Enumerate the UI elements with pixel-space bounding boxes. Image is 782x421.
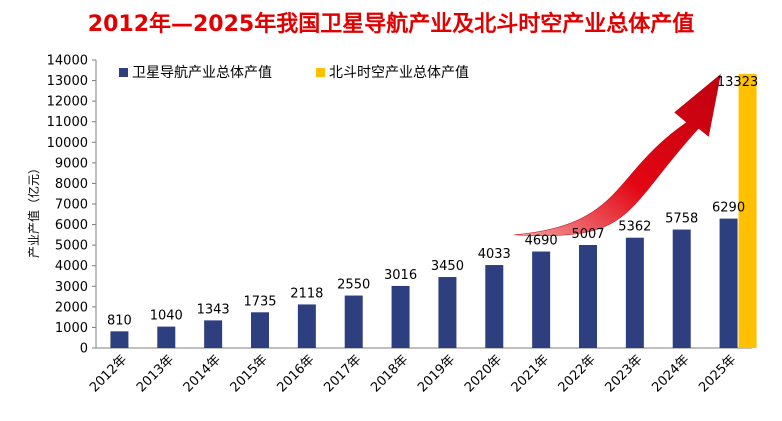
y-tick-label: 13000	[47, 74, 88, 89]
y-tick-label: 0	[80, 342, 88, 357]
y-tick-label: 1000	[55, 321, 88, 336]
y-tick-label: 4000	[55, 259, 88, 274]
data-label: 1735	[243, 294, 276, 309]
data-label: 1343	[197, 302, 230, 317]
data-label: 3016	[384, 268, 417, 283]
bar-navigation	[579, 244, 597, 348]
x-tick-label: 2025年	[696, 352, 739, 395]
bar-navigation	[157, 326, 176, 348]
legend-swatch-beidou	[316, 68, 325, 77]
bar-navigation	[204, 320, 223, 348]
y-tick-label: 8000	[55, 177, 88, 192]
bars	[110, 73, 757, 349]
data-label-beidou: 13323	[717, 75, 758, 90]
x-tick-label: 2021年	[509, 352, 552, 395]
data-label: 6290	[712, 201, 745, 216]
data-label: 3450	[431, 259, 464, 274]
x-tick-label: 2023年	[602, 352, 645, 395]
y-tick-label: 10000	[47, 136, 88, 151]
x-tick-label: 2024年	[649, 352, 692, 395]
y-tick-label: 5000	[55, 239, 88, 254]
bar-navigation	[344, 295, 363, 348]
bar-navigation	[532, 251, 551, 348]
y-tick-label: 3000	[55, 280, 88, 295]
x-tick-label: 2022年	[556, 352, 599, 395]
data-label: 5362	[618, 220, 651, 235]
data-label: 2118	[290, 286, 323, 301]
y-tick-label: 12000	[47, 95, 88, 110]
bar-navigation	[251, 312, 269, 348]
x-axis-ticks: 2012年 2013年 2014年 2015年 2016年 2017年 2018年 2019年…	[87, 352, 739, 395]
data-label: 810	[107, 313, 132, 328]
bar-navigation	[297, 304, 316, 348]
legend-label-beidou: 北斗时空产业总体产值	[329, 65, 469, 81]
data-label: 4033	[478, 247, 511, 262]
data-label: 5758	[665, 212, 698, 227]
y-tick-label: 2000	[55, 300, 88, 315]
growth-arrow-shape	[514, 73, 721, 236]
x-tick-label: 2014年	[181, 352, 224, 395]
legend-label-navigation: 卫星导航产业总体产值	[132, 65, 272, 81]
y-tick-label: 14000	[47, 54, 88, 69]
data-labels: 810 1040 1343 1735 2118 2550 3016 3450 4033 4690 5…	[107, 75, 758, 328]
data-label: 1040	[150, 309, 183, 324]
y-tick-label: 9000	[55, 156, 88, 171]
legend: 卫星导航产业总体产值 北斗时空产业总体产值	[119, 65, 469, 81]
data-label: 2550	[337, 278, 370, 293]
x-tick-label: 2013年	[134, 352, 177, 395]
bar-navigation	[719, 218, 738, 348]
y-axis-ticks: 0 1000 2000 3000 4000 5000 6000 7000 8000 9000 100…	[47, 54, 96, 357]
x-tick-label: 2020年	[462, 352, 505, 395]
chart-title: 2012年—2025年我国卫星导航产业及北斗时空产业总体产值	[87, 12, 695, 37]
data-label: 5007	[571, 227, 604, 242]
x-tick-label: 2019年	[415, 352, 458, 395]
y-axis-label: 产业产值（亿元）	[26, 162, 41, 258]
chart-axes	[95, 60, 752, 349]
x-tick-label: 2012年	[87, 352, 130, 395]
bar-navigation	[391, 285, 410, 348]
data-label: 4690	[525, 234, 558, 249]
bar-navigation	[625, 237, 644, 348]
bar-navigation	[485, 265, 504, 348]
legend-swatch-navigation	[119, 68, 128, 77]
bar-navigation	[438, 277, 457, 348]
x-tick-label: 2018年	[368, 352, 411, 395]
x-tick-label: 2016年	[274, 352, 317, 395]
x-tick-label: 2017年	[321, 352, 364, 395]
bar-navigation	[110, 331, 129, 348]
y-tick-label: 11000	[47, 115, 88, 130]
growth-arrow	[514, 73, 721, 236]
x-tick-label: 2015年	[228, 352, 271, 395]
y-tick-label: 6000	[55, 218, 88, 233]
bar-navigation	[672, 229, 691, 348]
y-tick-label: 7000	[55, 198, 88, 213]
bar-beidou	[738, 73, 757, 349]
